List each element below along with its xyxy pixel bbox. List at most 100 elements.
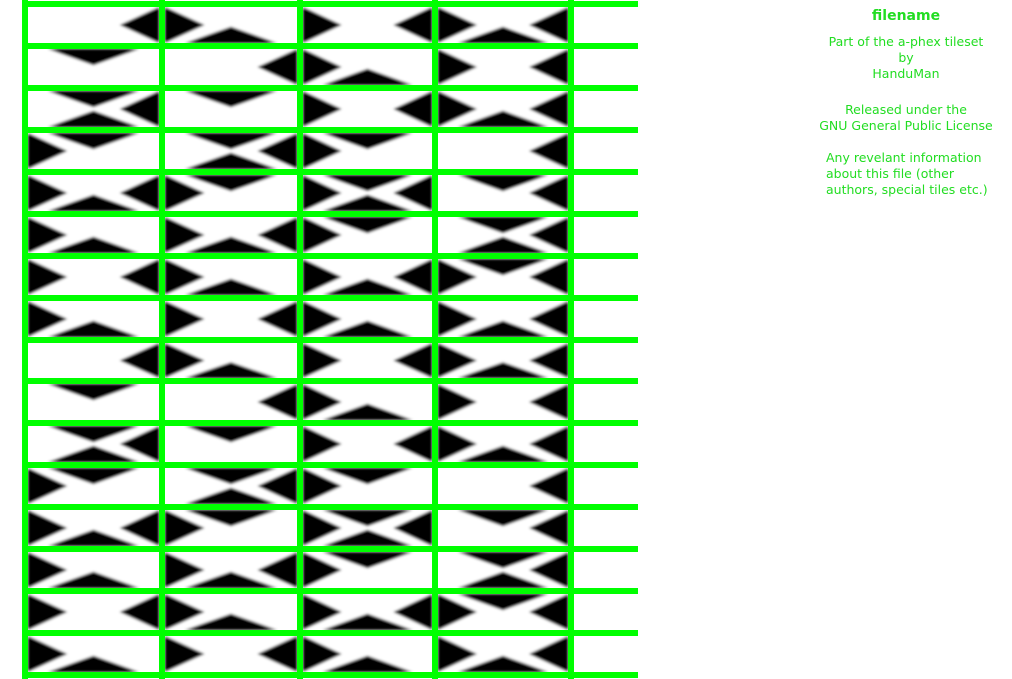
grid-line-horizontal <box>22 43 638 49</box>
license-block: Released under the GNU General Public Li… <box>800 102 1012 134</box>
credit-line-3: HanduMan <box>872 66 940 81</box>
tile <box>303 552 432 588</box>
tile <box>28 426 159 462</box>
tile <box>165 133 297 169</box>
grid-line-horizontal <box>22 337 638 343</box>
tile <box>574 91 638 127</box>
tile <box>438 594 568 630</box>
tile <box>303 468 432 504</box>
tile <box>28 343 159 378</box>
tile <box>574 259 638 295</box>
tile <box>574 175 638 211</box>
credit-line-1: Part of the a-phex tileset <box>828 34 984 49</box>
grid-line-horizontal <box>22 420 638 426</box>
grid-line-horizontal <box>22 672 638 678</box>
tile <box>165 7 297 43</box>
grid-line-vertical <box>159 0 165 679</box>
tile <box>28 301 159 337</box>
grid-line-horizontal <box>22 630 638 636</box>
tile <box>28 91 159 127</box>
tile <box>303 259 432 295</box>
tile <box>438 468 568 504</box>
tile <box>165 301 297 337</box>
tile <box>28 217 159 253</box>
tile <box>438 133 568 169</box>
credit-line-2: by <box>898 50 914 65</box>
tile <box>303 594 432 630</box>
tile <box>303 384 432 420</box>
tile <box>165 552 297 588</box>
tile <box>303 301 432 337</box>
tile <box>574 552 638 588</box>
grid-line-horizontal <box>22 546 638 552</box>
tile <box>574 217 638 253</box>
tile <box>438 426 568 462</box>
tile <box>28 552 159 588</box>
grid-line-horizontal <box>22 253 638 259</box>
tile <box>165 594 297 630</box>
tile <box>574 49 638 85</box>
grid-line-horizontal <box>22 211 638 217</box>
tile <box>28 7 159 43</box>
tile <box>165 91 297 127</box>
grid-line-horizontal <box>22 588 638 594</box>
info-panel: filename Part of the a-phex tileset by H… <box>800 8 1012 198</box>
grid-line-horizontal <box>22 85 638 91</box>
tile <box>28 49 159 85</box>
tile <box>303 636 432 672</box>
tileset-grid <box>22 0 638 679</box>
tile <box>438 552 568 588</box>
tile <box>574 7 638 43</box>
tile <box>28 510 159 546</box>
tile <box>28 384 159 420</box>
grid-line-vertical <box>432 0 438 679</box>
license-line-1: Released under the <box>845 102 967 117</box>
credit-block: Part of the a-phex tileset by HanduMan <box>800 34 1012 82</box>
tile <box>165 175 297 211</box>
tile <box>303 49 432 85</box>
tile <box>303 510 432 546</box>
tile <box>438 636 568 672</box>
grid-line-vertical <box>22 0 28 679</box>
tile <box>303 133 432 169</box>
notes-line-2: about this file (other <box>826 166 955 181</box>
license-line-2: GNU General Public License <box>819 118 993 133</box>
tile <box>303 7 432 43</box>
tile <box>438 301 568 337</box>
tile <box>165 384 297 420</box>
tile <box>438 217 568 253</box>
tile <box>574 426 638 462</box>
tile <box>438 49 568 85</box>
tile <box>574 594 638 630</box>
tile <box>28 175 159 211</box>
tile <box>438 91 568 127</box>
grid-line-horizontal <box>22 127 638 133</box>
grid-line-vertical <box>297 0 303 679</box>
grid-line-horizontal <box>22 504 638 510</box>
grid-line-horizontal <box>22 462 638 468</box>
tile <box>165 343 297 378</box>
tile <box>574 468 638 504</box>
tile <box>574 384 638 420</box>
tile <box>574 510 638 546</box>
notes-block: Any revelant information about this file… <box>800 150 1012 198</box>
tile <box>574 301 638 337</box>
tile <box>303 91 432 127</box>
tile <box>165 426 297 462</box>
tile <box>438 343 568 378</box>
tile <box>303 175 432 211</box>
tile <box>165 510 297 546</box>
tile <box>438 175 568 211</box>
tile <box>165 217 297 253</box>
grid-line-horizontal <box>22 378 638 384</box>
tile <box>303 343 432 378</box>
notes-line-1: Any revelant information <box>826 150 982 165</box>
file-title: filename <box>871 8 941 24</box>
tile <box>574 343 638 378</box>
grid-line-horizontal <box>22 169 638 175</box>
tile <box>438 7 568 43</box>
notes-line-3: authors, special tiles etc.) <box>826 182 988 197</box>
tile <box>438 259 568 295</box>
tile <box>574 636 638 672</box>
